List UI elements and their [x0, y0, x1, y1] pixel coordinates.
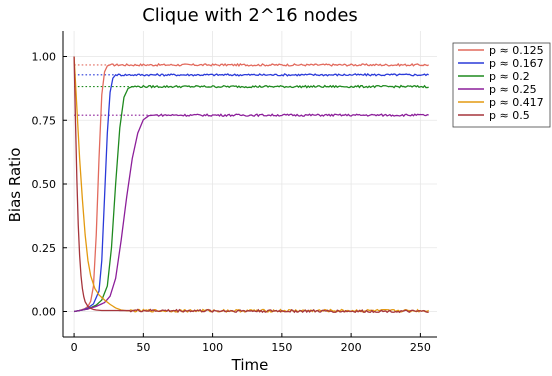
series-line-1	[73, 72, 429, 313]
y-tick-label-1: 0.25	[32, 242, 57, 255]
x-tick-label-3: 150	[271, 341, 292, 354]
grid-lines	[63, 31, 437, 337]
chart-title: Clique with 2^16 nodes	[142, 5, 358, 26]
legend-label-4: p ≈ 0.417	[489, 96, 544, 109]
y-axis-title: Bias Ratio	[6, 148, 24, 223]
x-tick-label-5: 250	[410, 341, 431, 354]
series-line-5	[73, 56, 429, 314]
series-line-0	[73, 62, 430, 313]
legend-label-1: p ≈ 0.167	[489, 57, 544, 70]
legend-label-3: p ≈ 0.25	[489, 83, 537, 96]
series-line-3	[73, 113, 429, 313]
y-tick-label-0: 0.00	[32, 306, 57, 319]
plateau-reference-lines	[74, 64, 155, 116]
x-tick-label-1: 50	[136, 341, 150, 354]
x-tick-label-4: 200	[341, 341, 362, 354]
series-line-2	[73, 84, 429, 313]
legend-label-5: p ≈ 0.5	[489, 109, 530, 122]
legend-label-0: p ≈ 0.125	[489, 44, 544, 57]
tick-labels: 0 50 100 150 200 250 0.00 0.25 0.50 0.75 1.00	[32, 51, 431, 355]
series-lines	[73, 56, 430, 314]
y-tick-label-2: 0.50	[32, 178, 57, 191]
y-tick-label-4: 1.00	[32, 51, 57, 64]
y-tick-label-3: 0.75	[32, 114, 57, 127]
x-tick-label-0: 0	[71, 341, 78, 354]
legend-label-2: p ≈ 0.2	[489, 70, 530, 83]
x-axis-title: Time	[231, 356, 269, 374]
x-tick-label-2: 100	[202, 341, 223, 354]
legend-box	[452, 42, 551, 128]
